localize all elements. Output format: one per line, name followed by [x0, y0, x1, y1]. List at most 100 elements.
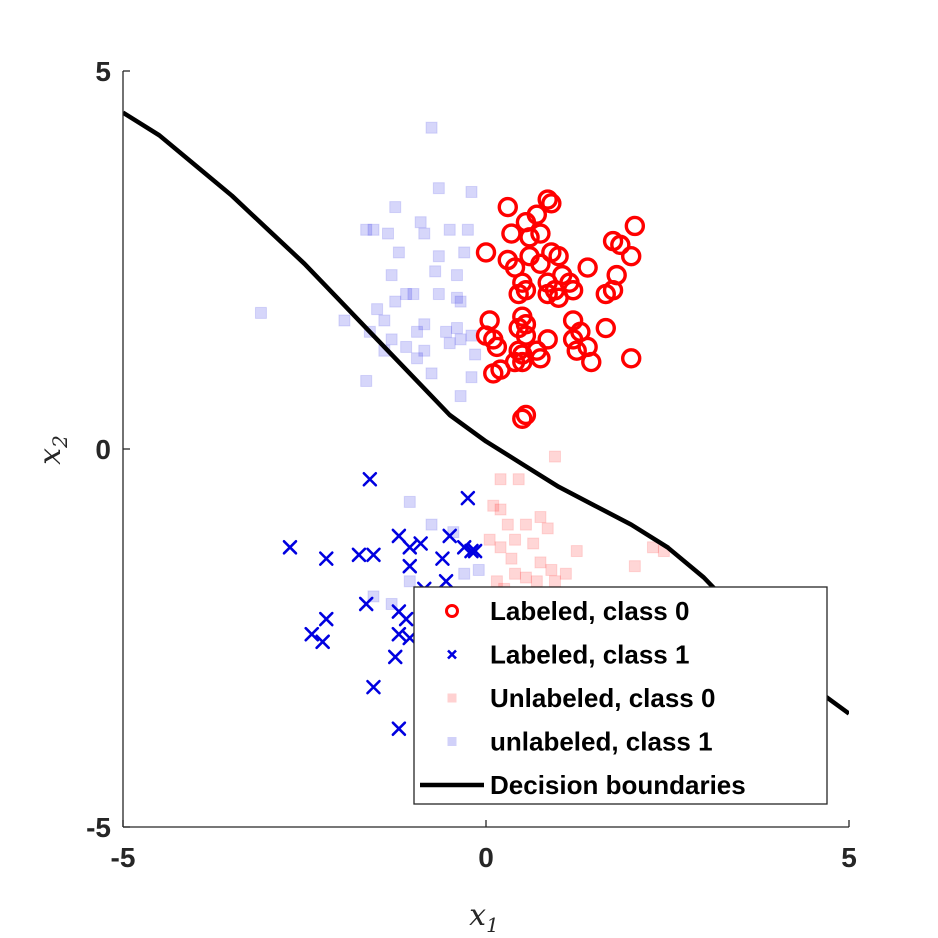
unlabeled-class0-point	[490, 575, 503, 588]
labeled-class1-point	[464, 543, 479, 559]
unlabeled-class1-point	[432, 182, 445, 195]
unlabeled-class1-point	[443, 337, 456, 350]
unlabeled-class1-point	[400, 340, 413, 353]
unlabeled-class1-point	[425, 121, 438, 134]
unlabeled-class1-point	[360, 223, 373, 236]
labeled-class0-point	[548, 287, 569, 308]
labeled-class0-point	[621, 246, 642, 267]
unlabeled-class1-point	[371, 303, 384, 316]
labeled-class0-point	[566, 340, 587, 361]
unlabeled-class1-point	[385, 597, 398, 610]
legend-entry-label: Labeled, class 0	[490, 596, 689, 626]
y-tick-label: 0	[95, 434, 111, 465]
unlabeled-class1-point	[381, 227, 394, 240]
labeled-class1-point	[402, 539, 418, 555]
unlabeled-class0-point	[559, 567, 572, 580]
unlabeled-class1-point	[440, 325, 453, 338]
legend-entry-label: Unlabeled, class 0	[490, 683, 715, 713]
unlabeled-class1-point	[450, 322, 463, 335]
unlabeled-class1-point	[407, 288, 420, 301]
unlabeled-class0-point	[646, 541, 659, 554]
unlabeled-class0-point	[487, 499, 500, 512]
labeled-class0-point	[497, 196, 518, 218]
unlabeled-class1-point	[411, 352, 424, 365]
unlabeled-class0-point	[628, 560, 641, 573]
unlabeled-class0-point	[527, 537, 540, 550]
unlabeled-class1-point	[458, 246, 471, 259]
labeled-class0-point	[512, 351, 533, 373]
labeled-class0-point	[610, 234, 631, 256]
unlabeled-class1-point	[450, 291, 463, 304]
labeled-class0-point	[548, 246, 569, 267]
axis-ticks: -5 0 5 -5 0 5	[86, 56, 857, 873]
unlabeled-class1-point	[385, 269, 398, 282]
labeled-class0-point	[512, 344, 533, 365]
y-tick-label: 5	[95, 56, 111, 87]
unlabeled-class1-point	[461, 223, 474, 236]
labeled-class1-point	[442, 528, 457, 544]
labeled-class0-point	[541, 193, 562, 214]
labeled-class1-point	[391, 626, 407, 642]
unlabeled-class0-point	[509, 533, 522, 546]
y-tick-label: -5	[86, 812, 111, 843]
unlabeled-class0-point	[534, 556, 547, 569]
unlabeled-class1-point	[418, 227, 431, 240]
unlabeled-class0-point	[509, 567, 522, 580]
x-tick-label: -5	[111, 842, 136, 873]
labeled-class1-point	[318, 611, 334, 627]
x-tick-label: 0	[478, 842, 494, 873]
unlabeled-class0-point	[494, 541, 507, 554]
legend: Labeled, class 0 Labeled, class 1 Unlabele…	[413, 586, 828, 805]
unlabeled-class0-point	[545, 563, 558, 576]
x-tick-label: 5	[841, 842, 857, 873]
unlabeled-class1-point	[429, 265, 442, 278]
labeled-class0-point	[537, 329, 558, 350]
labeled-class0-point	[530, 223, 551, 244]
unlabeled-class1-point	[425, 367, 438, 380]
unlabeled-class1-point	[411, 325, 424, 338]
labeled-class0-point	[515, 404, 537, 426]
unlabeled-class1-point	[454, 390, 467, 403]
legend-box	[413, 586, 828, 805]
unlabeled-class1-point	[465, 329, 478, 342]
plot-marks	[123, 110, 849, 737]
unlabeled-class0-point	[512, 473, 525, 486]
labeled-class0-point	[501, 223, 522, 244]
unlabeled-class0-point	[548, 450, 561, 463]
unlabeled-class1-point	[403, 575, 416, 588]
labeled-class1-point	[391, 721, 407, 737]
unlabeled-class1-point	[400, 288, 413, 301]
unlabeled-class1-point	[414, 216, 427, 229]
y-axis-label: x2	[33, 435, 72, 465]
labeled-class1-point	[467, 543, 483, 559]
labeled-class1-point	[413, 536, 428, 551]
unlabeled-class0-point	[501, 518, 514, 531]
unlabeled-class1-point	[465, 185, 478, 198]
labeled-class0-point	[602, 280, 624, 301]
unlabeled-class1-point	[254, 306, 267, 319]
labeled-class0-point	[581, 351, 602, 373]
unlabeled-class1-point	[443, 223, 456, 236]
unlabeled-class1-point	[378, 314, 391, 327]
unlabeled-class1-point	[389, 295, 402, 308]
unlabeled-class0-point	[548, 575, 561, 588]
unlabeled-class0-point	[530, 575, 543, 588]
labeled-class0-point	[519, 227, 540, 248]
unlabeled-class1-point	[418, 344, 431, 357]
labeled-class1-point	[358, 596, 374, 612]
unlabeled-class1-point	[367, 223, 380, 236]
unlabeled-class1-point	[418, 318, 431, 331]
labeled-class1-point	[460, 490, 476, 506]
unlabeled-class0-point	[505, 552, 518, 565]
labeled-class0-point	[577, 257, 598, 278]
labeled-class1-point	[398, 611, 414, 627]
unlabeled-class1-point	[450, 269, 463, 282]
labeled-class1-point	[402, 558, 418, 574]
unlabeled-class1-point	[367, 590, 380, 603]
labeled-class0-point	[475, 242, 497, 263]
labeled-class0-point	[512, 408, 533, 429]
labeled-class0-point	[486, 336, 508, 358]
legend-unlabeled-swatch	[447, 737, 457, 746]
unlabeled-class0-point	[519, 571, 532, 584]
